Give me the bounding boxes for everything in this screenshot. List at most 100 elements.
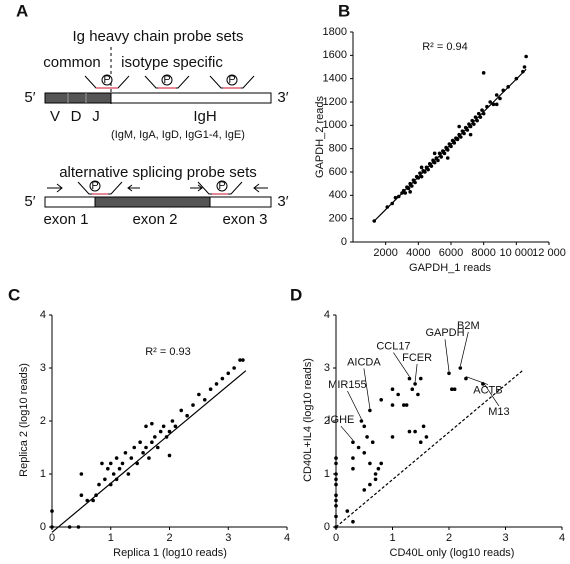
y-tick-label: 2 [324,415,330,427]
point [470,118,475,123]
panel-label: A [16,1,28,20]
x-tick-label: 4 [284,532,290,544]
exon-label: exon 2 [132,211,177,228]
fit-line [51,370,247,533]
splice-probe: P P [47,180,268,195]
y-tick-label: 1 [324,468,330,480]
point [408,190,412,194]
point [117,466,122,471]
point [94,493,98,498]
point [167,453,172,458]
point [155,445,160,450]
point [410,184,414,188]
point [390,403,395,407]
x-tick-label: 1 [389,532,395,544]
point [419,165,424,170]
x-tick-label: 6000 [439,247,463,259]
point [447,371,451,376]
point [232,366,236,370]
x-tick-label: 4000 [406,247,430,259]
x-tick-label: 1 [108,532,114,544]
point [120,461,125,466]
point [334,514,338,519]
point [457,124,461,129]
point [351,466,355,471]
point [362,451,367,455]
annotation: R² = 0.93 [145,346,191,358]
x-tick-label: 8000 [471,247,495,259]
point-label: M13 [488,406,509,418]
point [334,477,338,482]
point [396,392,400,397]
point [114,456,119,460]
point [97,482,101,487]
y-tick-label: 0 [341,236,347,248]
y-axis-label: CD40L+IL4 (log10 reads) [302,358,314,482]
point-label: FCER [402,352,432,364]
point [150,421,154,426]
point [141,451,145,455]
point [424,435,429,439]
probe: P P P [84,74,255,89]
point [494,102,499,107]
point [368,482,372,487]
point [345,509,350,513]
point-label: ACTB [473,385,502,397]
point [379,398,384,402]
y-tick-label: 2 [40,415,46,427]
point [111,472,116,476]
point [396,194,401,199]
point-label: CCL17 [376,341,410,353]
point [393,195,398,200]
point [485,104,489,109]
point [334,482,338,487]
gene-common [44,92,112,104]
point [418,440,423,445]
point [76,525,81,529]
panel-label: D [290,285,302,304]
point [91,498,95,503]
point [170,419,175,423]
leader-line [459,331,469,367]
point [404,403,409,407]
point [464,376,468,381]
point [126,472,131,476]
point [524,54,528,59]
x-tick-label: 3 [225,532,231,544]
point [108,482,113,487]
point [445,156,450,160]
point [135,461,139,466]
axes [352,32,549,243]
point [164,435,169,439]
point [445,148,450,152]
scatter-panel: 0 1 2 3 4 0 1 2 3 4 CD40L only (log10 reads) CD40L+… [302,309,565,559]
point [452,387,457,392]
leader-line [444,339,450,372]
point [173,424,178,429]
point [522,65,527,69]
leader-line [340,425,354,441]
y-tick-label: 600 [329,166,347,178]
point [150,440,154,445]
panel-label: C [8,285,20,304]
point [129,456,134,460]
point [407,429,412,434]
point [373,477,378,482]
point [478,115,483,119]
segment-label: J [92,108,100,125]
x-axis-label: CD40L only (log10 reads) [390,547,515,559]
point [418,376,423,381]
point [385,205,390,209]
point [432,151,437,156]
point [85,498,90,503]
point [459,135,463,139]
point [226,371,231,376]
point [429,164,434,168]
y-tick-label: 4 [40,309,46,321]
point [50,509,54,513]
point [362,488,367,492]
point [179,408,184,413]
point [468,132,473,137]
point [449,144,453,149]
point [356,445,361,450]
